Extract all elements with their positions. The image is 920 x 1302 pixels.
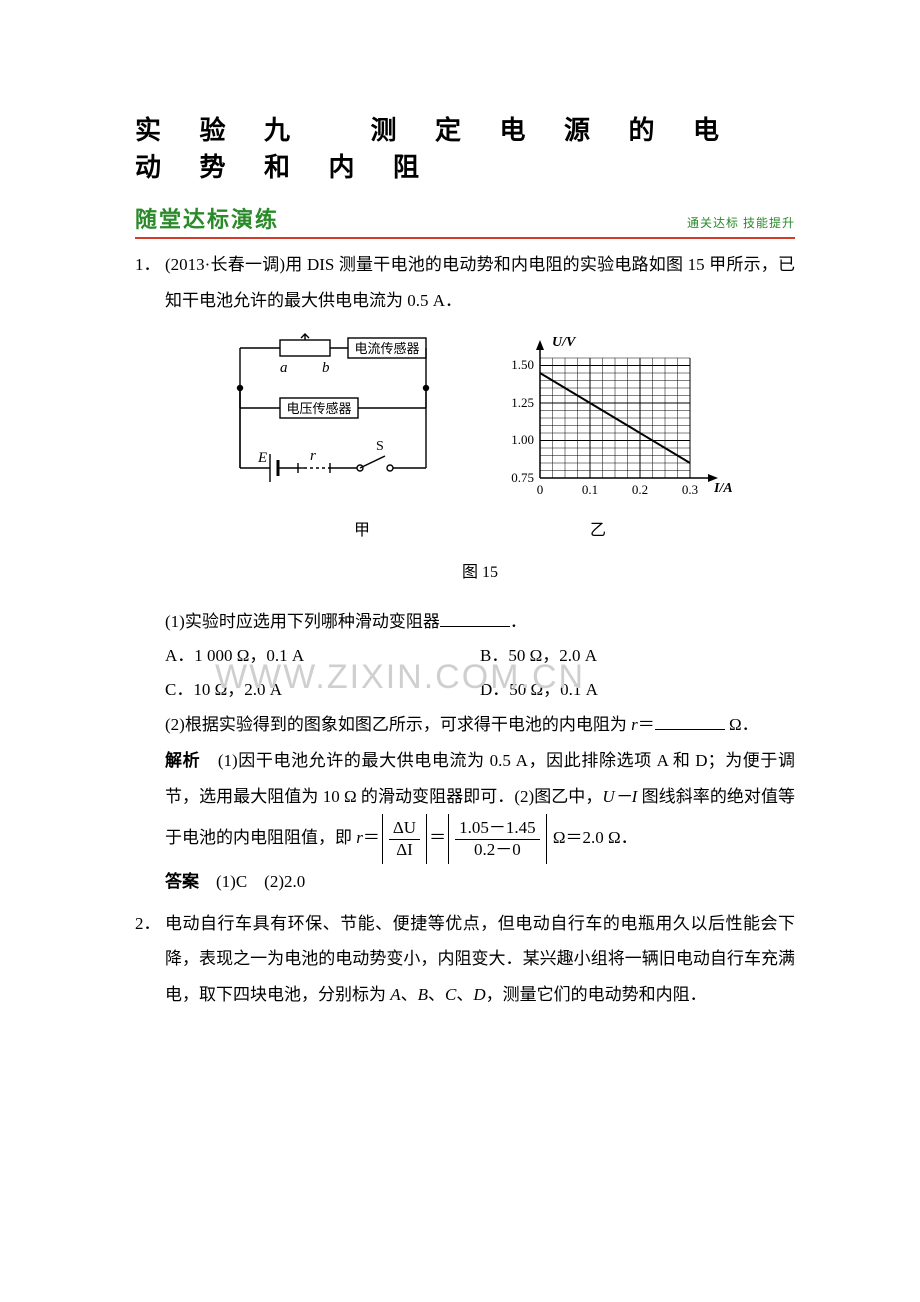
- q2-C: C: [445, 985, 456, 1004]
- frac2-den: 0.2－0: [455, 840, 540, 860]
- label-b: b: [322, 360, 330, 376]
- q1-part2: (2)根据实验得到的图象如图乙所示，可求得干电池的内电阻为 r＝ Ω．: [165, 707, 795, 743]
- figure-row: 电流传感器 a b 电压传感器: [165, 328, 795, 508]
- option-B: B．50 Ω，2.0 A: [480, 639, 795, 673]
- x-axis-label: I/A: [713, 481, 733, 496]
- fig-captions: 甲 乙: [165, 514, 795, 548]
- q2-A: A: [390, 985, 400, 1004]
- question-1-body: (2013·长春一调)用 DIS 测量干电池的电动势和内电阻的实验电路如图 15…: [165, 247, 795, 900]
- q2-text-b: ，测量它们的电动势和内阻．: [486, 985, 707, 1004]
- abs-1: ΔUΔI: [382, 814, 427, 864]
- question-1: 1． (2013·长春一调)用 DIS 测量干电池的电动势和内电阻的实验电路如图…: [135, 247, 795, 900]
- label-r: r: [310, 448, 316, 464]
- q1-part1-text: (1)实验时应选用下列哪种滑动变阻器: [165, 612, 440, 631]
- frac2-num: 1.05－1.45: [455, 818, 540, 839]
- label-a: a: [280, 360, 288, 376]
- blank-2: [655, 729, 725, 730]
- ui-graph: U/V I/A: [490, 328, 740, 508]
- circuit-diagram: 电流传感器 a b 电压传感器: [220, 328, 440, 493]
- jiexi-mid: ＝: [429, 828, 446, 847]
- question-2-number: 2．: [135, 906, 165, 1013]
- q2-D: D: [473, 985, 485, 1004]
- page-title: 实 验 九 测 定 电 源 的 电 动 势 和 内 阻: [135, 110, 795, 184]
- ytick-1: 1.00: [511, 432, 534, 447]
- q2-B: B: [418, 985, 428, 1004]
- ytick-2: 1.25: [511, 395, 534, 410]
- jiexi-label: 解析: [165, 751, 200, 770]
- label-E: E: [257, 450, 267, 466]
- question-1-number: 1．: [135, 247, 165, 900]
- answer-text: (1)C (2)2.0: [199, 872, 305, 891]
- frac1-den: ΔI: [389, 840, 420, 860]
- jiexi-eq1: ＝: [363, 828, 380, 847]
- caption-yi: 乙: [590, 514, 606, 548]
- jiexi-tail: Ω＝2.0 Ω．: [549, 828, 638, 847]
- frac1-num: ΔU: [389, 818, 420, 839]
- q1-part2-text-b: Ω．: [725, 715, 759, 734]
- q1-part2-text-a: (2)根据实验得到的图象如图乙所示，可求得干电池的内电阻为: [165, 715, 631, 734]
- question-2-body: 电动自行车具有环保、节能、便捷等优点，但电动自行车的电瓶用久以后性能会下降，表现…: [165, 906, 795, 1013]
- q1-part1-tail: ．: [510, 612, 527, 631]
- xtick-2: 0.2: [632, 482, 648, 497]
- frac-2: 1.05－1.450.2－0: [455, 818, 540, 860]
- ytick-0: 0.75: [511, 470, 534, 485]
- y-axis-label: U/V: [552, 335, 577, 350]
- caption-jia: 甲: [354, 514, 370, 548]
- xtick-3: 0.3: [682, 482, 698, 497]
- abs-2: 1.05－1.450.2－0: [448, 814, 547, 864]
- option-A: A．1 000 Ω，0.1 A: [165, 639, 480, 673]
- ytick-3: 1.50: [511, 357, 534, 372]
- section-header-right: 通关达标 技能提升: [687, 214, 795, 231]
- q1-part2-eq: ＝: [638, 715, 655, 734]
- section-header: 随堂达标演练 通关达标 技能提升: [135, 202, 795, 239]
- jiexi-r: r: [356, 828, 363, 847]
- xtick-0: 0: [537, 482, 544, 497]
- question-2: 2． 电动自行车具有环保、节能、便捷等优点，但电动自行车的电瓶用久以后性能会下降…: [135, 906, 795, 1013]
- label-S: S: [376, 439, 384, 454]
- section-header-left: 随堂达标演练: [135, 202, 279, 234]
- answer-label: 答案: [165, 872, 199, 891]
- current-sensor-label: 电流传感器: [354, 341, 419, 356]
- voltage-sensor-label: 电压传感器: [286, 401, 351, 416]
- q1-part2-r: r: [631, 715, 638, 734]
- frac-1: ΔUΔI: [389, 818, 420, 860]
- options: A．1 000 Ω，0.1 A B．50 Ω，2.0 A C．10 Ω，2.0 …: [165, 639, 795, 707]
- xtick-1: 0.1: [582, 482, 598, 497]
- q1-answer: 答案 (1)C (2)2.0: [165, 864, 795, 900]
- blank-1: [440, 626, 510, 627]
- figure-label: 图 15: [165, 556, 795, 590]
- question-1-intro: (2013·长春一调)用 DIS 测量干电池的电动势和内电阻的实验电路如图 15…: [165, 247, 795, 318]
- option-C: C．10 Ω，2.0 A: [165, 673, 480, 707]
- option-D: D．50 Ω，0.1 A: [480, 673, 795, 707]
- q1-jiexi: 解析 (1)因干电池允许的最大供电电流为 0.5 A，因此排除选项 A 和 D；…: [165, 743, 795, 864]
- jiexi-ui: U－I: [602, 787, 637, 806]
- q1-part1: (1)实验时应选用下列哪种滑动变阻器 ．: [165, 604, 795, 640]
